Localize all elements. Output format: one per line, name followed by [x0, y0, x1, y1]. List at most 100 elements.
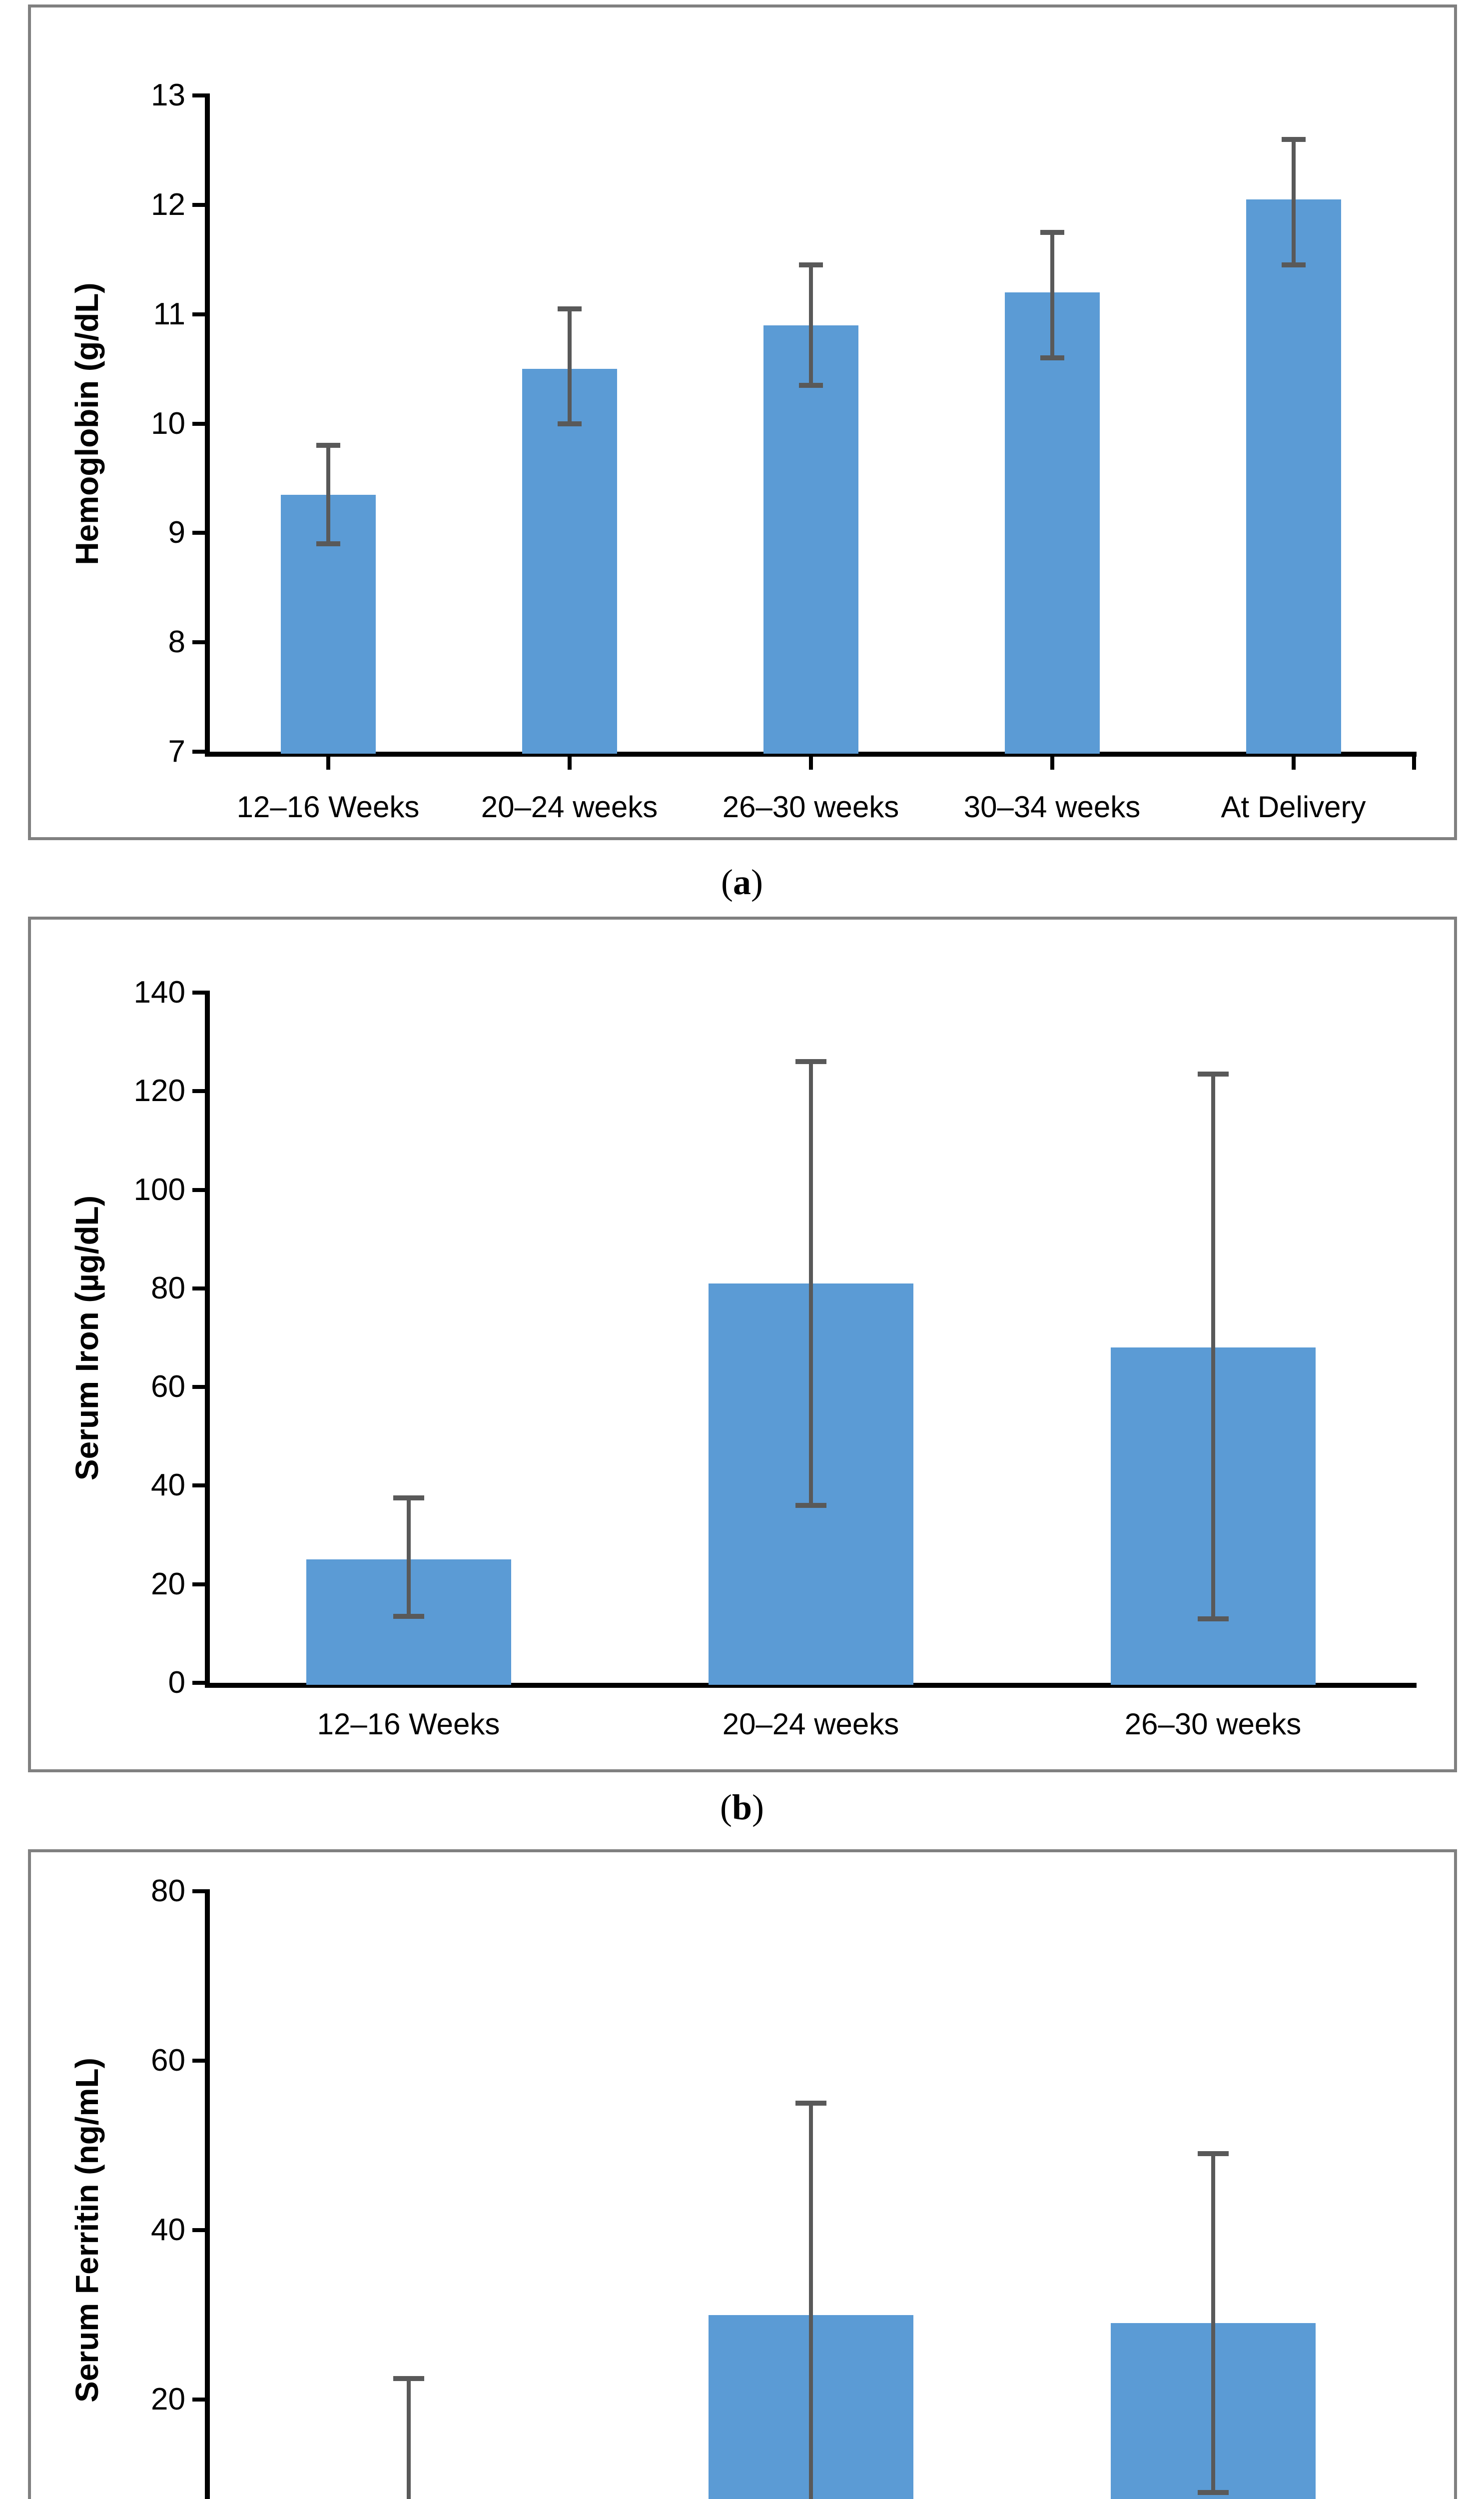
y-axis-tick: [192, 2398, 205, 2402]
x-axis-tick: [567, 757, 572, 770]
error-bar: [406, 2378, 411, 2499]
error-bar-cap-top: [316, 443, 340, 448]
error-bar-cap-bottom: [1040, 355, 1064, 361]
y-tick-label: 40: [151, 1468, 185, 1503]
x-axis-line: [205, 1683, 1417, 1688]
y-axis-tick: [192, 640, 205, 645]
y-axis-tick: [192, 991, 205, 995]
caption-b-open: (: [720, 1787, 732, 1827]
error-bar-cap-top: [1197, 1071, 1229, 1077]
caption-b: (b): [0, 1786, 1484, 1829]
x-axis-tick: [1291, 757, 1296, 770]
y-axis-tick: [192, 2228, 205, 2232]
error-bar: [808, 1062, 813, 1505]
y-axis-tick: [192, 1681, 205, 1685]
y-tick-label: 13: [151, 78, 185, 112]
y-axis-line: [205, 93, 210, 757]
caption-a-open: (: [721, 862, 733, 902]
x-tick-label: 26–30 weeks: [1124, 1707, 1302, 1741]
y-axis-tick: [192, 421, 205, 426]
y-axis-tick: [192, 750, 205, 754]
y-axis-tick: [192, 1483, 205, 1488]
y-tick-label: 20: [151, 2382, 185, 2417]
chart-panel-serum-ferritin: Serum Ferritin (ng/mL) 02040608012–16 We…: [28, 1849, 1457, 2499]
error-bar-cap-top: [1281, 136, 1306, 142]
error-bar-cap-top: [795, 2100, 826, 2106]
y-tick-label: 40: [151, 2213, 185, 2247]
error-bar-cap-bottom: [795, 1502, 826, 1508]
x-axis-tick: [1050, 757, 1054, 770]
error-bar-cap-bottom: [1197, 1616, 1229, 1621]
bar: [763, 325, 858, 754]
y-tick-label: 80: [151, 1874, 185, 1908]
error-bar-cap-top: [393, 1495, 424, 1501]
error-bar-cap-top: [795, 1059, 826, 1065]
y-tick-label: 100: [133, 1172, 185, 1207]
x-axis-line: [205, 752, 1417, 757]
caption-a-letter: a: [733, 862, 751, 902]
error-bar: [567, 308, 572, 424]
error-bar-cap-bottom: [1281, 262, 1306, 268]
y-axis-tick: [192, 1089, 205, 1094]
y-axis-tick: [192, 312, 205, 316]
caption-a: (a): [0, 861, 1484, 904]
bar: [1246, 199, 1341, 754]
error-bar: [808, 2103, 813, 2499]
y-axis-tick: [192, 1385, 205, 1389]
y-axis-line: [205, 991, 210, 1688]
y-tick-label: 80: [151, 1270, 185, 1305]
y-tick-label: 9: [168, 515, 185, 550]
error-bar-cap-bottom: [393, 1613, 424, 1619]
error-bar: [1291, 139, 1296, 265]
chart-panel-hemoglobin: Hemoglobin (g/dL) 7 8 9 10 11 12 13 12–16 Weeks…: [28, 4, 1457, 840]
x-tick-label: 12–16 Weeks: [317, 1707, 500, 1741]
error-bar: [406, 1498, 411, 1616]
x-tick-label: 30–34 weeks: [963, 790, 1141, 824]
error-bar: [1211, 2154, 1215, 2493]
y-tick-label: 7: [168, 734, 185, 769]
error-bar: [1211, 1074, 1215, 1619]
error-bar: [808, 265, 813, 385]
caption-b-close: ): [752, 1787, 764, 1827]
x-axis-tick: [326, 757, 330, 770]
y-tick-label: 10: [151, 406, 185, 441]
y-axis-tick: [192, 1582, 205, 1586]
y-axis-tick: [192, 531, 205, 535]
error-bar-cap-bottom: [316, 541, 340, 547]
x-axis-tick: [1412, 757, 1416, 770]
y-tick-label: 60: [151, 2043, 185, 2078]
y-tick-label: 8: [168, 625, 185, 660]
x-tick-label: 20–24 weeks: [722, 1707, 899, 1741]
error-bar-cap-top: [1040, 229, 1064, 235]
caption-a-close: ): [751, 862, 763, 902]
plot-area-hemoglobin: 7 8 9 10 11 12 13 12–16 Weeks 20–24 weeks 26–30 w…: [31, 7, 1454, 837]
chart-panel-serum-iron: Serum Iron (µg/dL) 0 20 40 60 80 100 120 140 12–…: [28, 917, 1457, 1772]
y-axis-tick: [192, 2059, 205, 2063]
x-tick-label: 12–16 Weeks: [236, 790, 420, 824]
x-tick-label: At Delivery: [1221, 790, 1366, 824]
x-axis-tick: [808, 757, 813, 770]
x-tick-label: 20–24 weeks: [481, 790, 658, 824]
error-bar-cap-bottom: [1197, 2490, 1229, 2496]
y-tick-label: 12: [151, 187, 185, 222]
y-axis-line: [205, 1889, 210, 2499]
y-tick-label: 140: [133, 975, 185, 1010]
bar: [522, 369, 617, 754]
y-tick-label: 11: [153, 296, 185, 331]
error-bar-cap-top: [393, 2376, 424, 2381]
error-bar: [326, 445, 330, 544]
y-tick-label: 60: [151, 1369, 185, 1404]
y-axis-tick: [192, 93, 205, 97]
y-axis-tick: [192, 1889, 205, 1893]
error-bar-cap-bottom: [557, 421, 582, 426]
y-tick-label: 20: [151, 1566, 185, 1601]
plot-area-serum-iron: 0 20 40 60 80 100 120 140 12–16 Weeks 20–24 weeks…: [31, 920, 1454, 1769]
y-axis-tick: [192, 202, 205, 207]
y-tick-label: 120: [133, 1074, 185, 1109]
x-tick-label: 26–30 weeks: [722, 790, 899, 824]
error-bar-cap-top: [798, 262, 823, 268]
error-bar-cap-bottom: [798, 382, 823, 388]
y-axis-tick: [192, 1286, 205, 1290]
error-bar-cap-top: [1197, 2151, 1229, 2157]
